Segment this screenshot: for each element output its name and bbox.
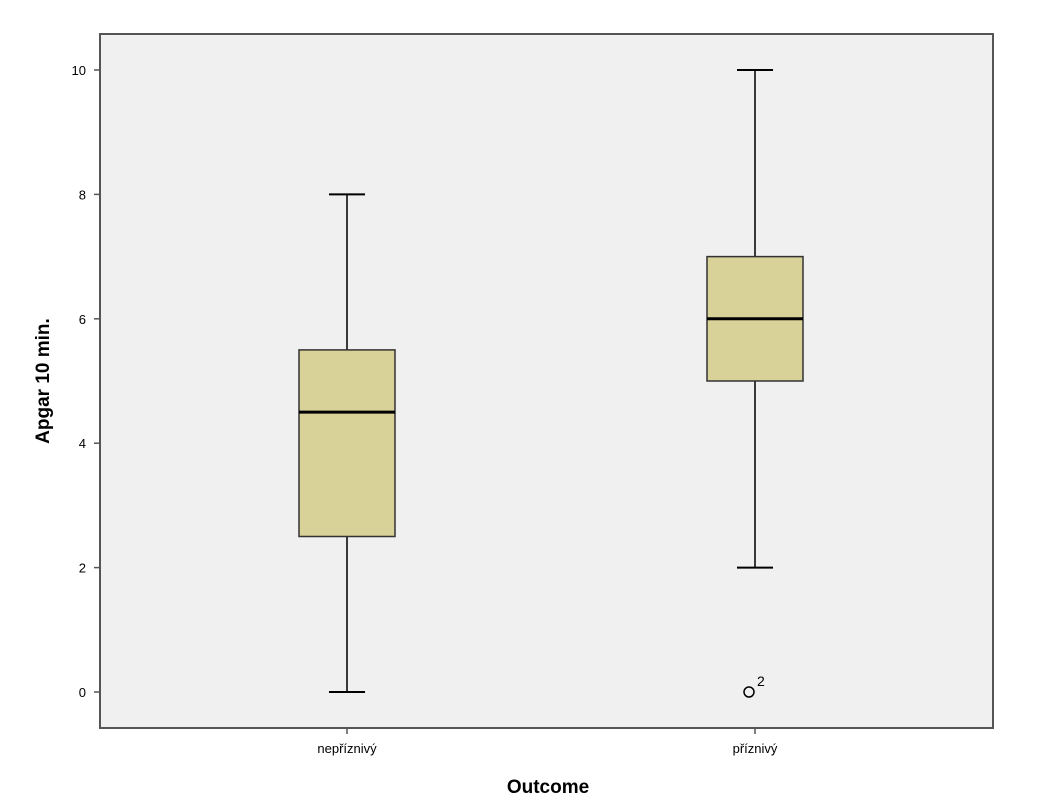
outlier-point (743, 686, 755, 698)
box-1 (298, 193, 396, 693)
x-tick-label: příznivý (733, 741, 778, 756)
y-tick-label: 4 (79, 436, 86, 451)
box-2: 2 (706, 69, 804, 698)
x-tick-label: nepříznivý (317, 741, 377, 756)
y-tick-label: 0 (79, 685, 86, 700)
box-iqr (298, 349, 396, 538)
boxes-group: 2 (298, 69, 804, 698)
plot-area (99, 33, 994, 729)
y-axis-title: Apgar 10 min. (33, 318, 54, 444)
y-tick-label: 6 (79, 312, 86, 327)
outlier-label: 2 (757, 673, 765, 689)
x-axis-title: Outcome (507, 777, 589, 798)
y-axis: 0 2 4 6 8 10 (72, 63, 100, 700)
y-tick-label: 8 (79, 187, 86, 202)
y-tick-label: 2 (79, 561, 86, 576)
y-tick-label: 10 (72, 63, 86, 78)
x-axis: nepříznivý příznivý (317, 728, 778, 756)
